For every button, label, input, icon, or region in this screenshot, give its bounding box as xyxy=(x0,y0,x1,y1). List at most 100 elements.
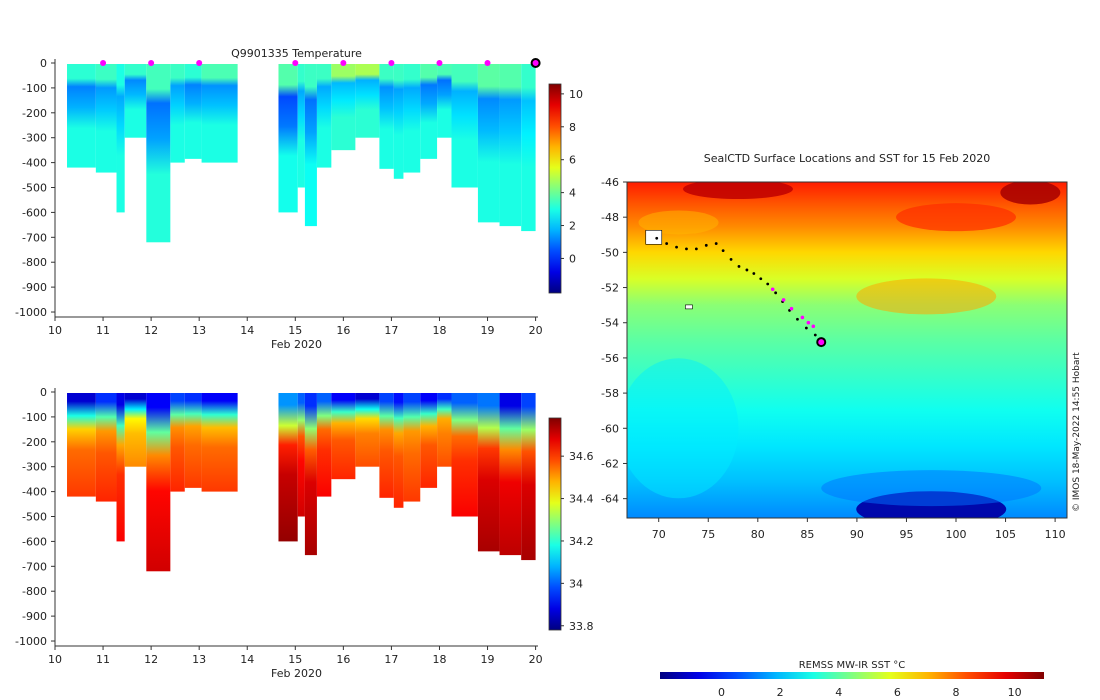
map-x-tick-label: 80 xyxy=(751,528,765,541)
salinity-section-profile-column xyxy=(67,393,96,497)
map-title: SealCTD Surface Locations and SST for 15… xyxy=(704,152,991,165)
island-marker xyxy=(685,304,693,310)
salinity-section-profile-column xyxy=(355,393,380,467)
salinity-section-colorbar-tick-label: 34.6 xyxy=(569,450,594,463)
temperature-section-current-position-marker xyxy=(530,58,541,68)
map-colorbar-label: REMSS MW-IR SST °C xyxy=(799,660,906,671)
track-point xyxy=(813,333,817,337)
salinity-section-x-tick-label: 13 xyxy=(192,653,206,666)
temperature-section-y-tick-label: -900 xyxy=(22,281,47,294)
sst-cold-patch xyxy=(821,470,1042,507)
track-point xyxy=(675,245,678,249)
salinity-section-profile-column xyxy=(477,393,500,552)
temperature-section-profile-column xyxy=(201,64,238,163)
track-point xyxy=(729,258,733,261)
map-x-tick-label: 75 xyxy=(701,528,715,541)
salinity-section-y-tick-label: -100 xyxy=(22,411,47,424)
map-colorbar xyxy=(660,672,1044,679)
map-x-tick-label: 70 xyxy=(652,528,666,541)
temperature-section-cast-marker xyxy=(388,60,395,66)
temperature-section-colorbar-tick-label: 10 xyxy=(569,88,583,101)
salinity-section-x-tick-label: 11 xyxy=(96,653,110,666)
salinity-section-profile-column xyxy=(420,393,438,488)
salinity-section-y-tick-label: -400 xyxy=(22,486,47,499)
temperature-section-profile-column xyxy=(170,64,185,163)
temperature-section-profile-column xyxy=(297,64,305,188)
track-point xyxy=(774,291,778,295)
temperature-section-profile-column xyxy=(116,64,125,213)
salinity-section-x-tick-label: 16 xyxy=(336,653,350,666)
map-colorbar-tick-label: 10 xyxy=(1008,686,1022,699)
track-point-highlight xyxy=(800,315,805,320)
salinity-section-y-tick-label: -1000 xyxy=(15,635,47,648)
map-y-tick-label: -60 xyxy=(601,422,619,435)
map-x-tick-label: 110 xyxy=(1045,528,1066,541)
temperature-section-profile-column xyxy=(477,64,500,223)
temperature-section-profile-column xyxy=(184,64,202,159)
salinity-section-y-tick-label: -800 xyxy=(22,585,47,598)
temperature-section-profile-column xyxy=(437,64,452,138)
track-point xyxy=(704,243,708,247)
map-frame xyxy=(626,181,1068,519)
temperature-section-profile-column xyxy=(146,64,171,243)
map-y-tick-label: -52 xyxy=(601,282,619,295)
temperature-section-y-tick-label: -800 xyxy=(22,256,47,269)
track-point xyxy=(737,265,741,268)
temperature-section-profile-column xyxy=(95,64,117,173)
temperature-section-y-tick-label: -300 xyxy=(22,132,47,145)
map-colorbar-tick-label: 2 xyxy=(777,686,784,699)
track-point-highlight xyxy=(806,320,811,325)
sst-cold-patch xyxy=(627,358,739,499)
track-point xyxy=(714,242,718,245)
map-y-tick-label: -56 xyxy=(601,352,619,365)
salinity-section-colorbar-tick-label: 34.4 xyxy=(569,493,594,506)
salinity-section-x-tick-label: 10 xyxy=(48,653,62,666)
map-y-tick-label: -46 xyxy=(601,176,619,189)
temperature-section-profile-column xyxy=(124,64,147,138)
temperature-section-cast-marker xyxy=(436,60,443,66)
salinity-section-profile-column xyxy=(393,393,404,508)
salinity-section-y-tick-label: -700 xyxy=(22,560,47,573)
salinity-section-y-tick-label: -900 xyxy=(22,610,47,623)
salinity-section-profile-column xyxy=(521,393,536,561)
temperature-section-profile-column xyxy=(499,64,522,227)
temperature-section-profile-column xyxy=(278,64,298,213)
track-point xyxy=(804,326,808,330)
map-x-tick-label: 90 xyxy=(850,528,864,541)
map-colorbar-tick-label: 4 xyxy=(835,686,842,699)
salinity-section-colorbar xyxy=(548,417,562,631)
temperature-section-cast-marker xyxy=(292,60,299,66)
temperature-section-colorbar-tick-label: 0 xyxy=(569,252,576,265)
map-y-tick-label: -48 xyxy=(601,211,619,224)
map-colorbar-tick-label: 0 xyxy=(718,686,725,699)
current-position-marker xyxy=(816,337,827,348)
map-y-tick-label: -54 xyxy=(601,317,619,330)
salinity-section-x-tick-label: 20 xyxy=(529,653,543,666)
map-x-tick-label: 85 xyxy=(800,528,814,541)
temperature-section-x-tick-label: 12 xyxy=(144,324,158,337)
island-marker xyxy=(645,229,663,245)
map-y-tick-label: -64 xyxy=(601,493,619,506)
sst-field xyxy=(627,182,1067,518)
sst-warm-patch xyxy=(638,210,719,235)
salinity-section-profile-column xyxy=(331,393,356,480)
map-x-tick-label: 105 xyxy=(995,528,1016,541)
sst-background xyxy=(627,182,1067,518)
temperature-section-colorbar-tick-label: 6 xyxy=(569,154,576,167)
track-point xyxy=(796,317,799,321)
salinity-section-colorbar-tick-label: 34.2 xyxy=(569,535,594,548)
salinity-section-profile-column xyxy=(451,393,478,517)
temperature-section-profile-column xyxy=(420,64,438,159)
temperature-section-x-tick-label: 15 xyxy=(288,324,302,337)
salinity-section-profile-column xyxy=(278,393,298,542)
temperature-section-x-tick-label: 18 xyxy=(432,324,446,337)
map-x-tick-label: 100 xyxy=(946,528,967,541)
salinity-section-profile-column xyxy=(403,393,421,502)
salinity-section-profile-column xyxy=(437,393,452,467)
temperature-section-profile-column xyxy=(331,64,356,151)
sst-warm-patch xyxy=(1000,182,1061,205)
track-point xyxy=(655,236,659,240)
salinity-section-x-tick-label: 12 xyxy=(144,653,158,666)
sst-warm-patch xyxy=(896,203,1017,232)
